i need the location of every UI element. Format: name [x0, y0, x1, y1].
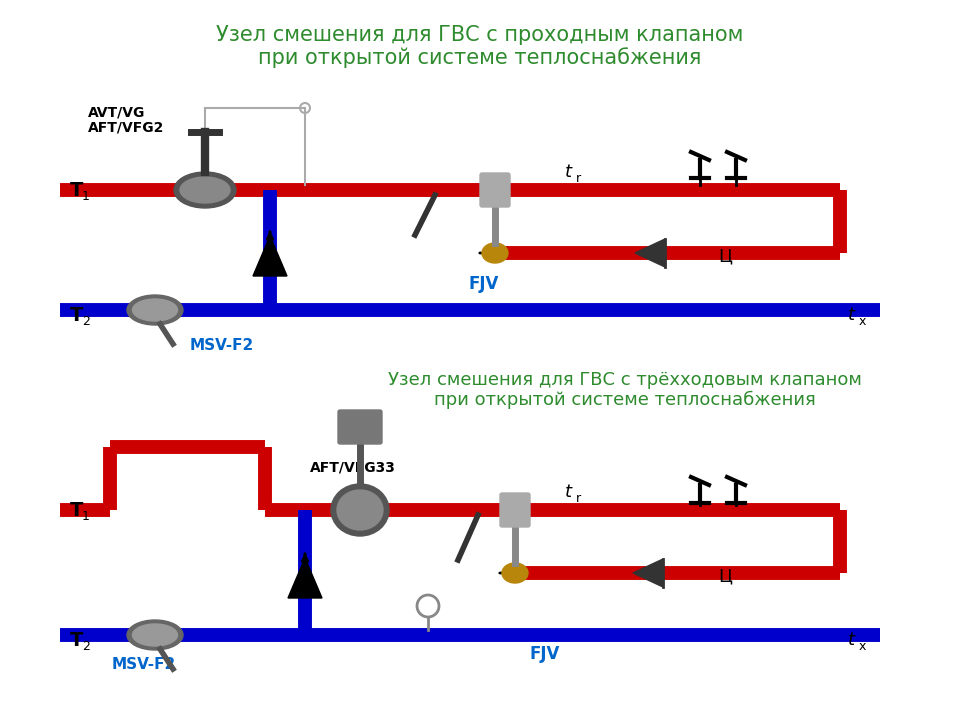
FancyBboxPatch shape — [500, 493, 530, 527]
Text: T: T — [70, 305, 84, 325]
Polygon shape — [288, 558, 322, 598]
Ellipse shape — [132, 299, 178, 321]
Ellipse shape — [502, 563, 528, 583]
Text: x: x — [859, 315, 866, 328]
Text: Узел смешения для ГВС с проходным клапаном: Узел смешения для ГВС с проходным клапан… — [216, 25, 744, 45]
FancyBboxPatch shape — [338, 410, 382, 444]
Text: Ц: Ц — [718, 567, 732, 585]
FancyBboxPatch shape — [480, 173, 510, 207]
Polygon shape — [253, 236, 287, 276]
Text: 1: 1 — [82, 189, 90, 202]
Text: Ц: Ц — [718, 247, 732, 265]
Text: FJV: FJV — [530, 645, 561, 663]
Text: 1: 1 — [82, 510, 90, 523]
Text: r: r — [576, 492, 581, 505]
Text: при открытой системе теплоснабжения: при открытой системе теплоснабжения — [434, 391, 816, 409]
Text: T: T — [70, 500, 84, 520]
Ellipse shape — [331, 484, 389, 536]
Ellipse shape — [132, 624, 178, 646]
Text: t: t — [565, 163, 572, 181]
Polygon shape — [635, 239, 665, 267]
Text: FJV: FJV — [468, 275, 498, 293]
Text: t: t — [848, 631, 855, 649]
Text: AVT/VG: AVT/VG — [88, 105, 145, 119]
Text: MSV-F2: MSV-F2 — [190, 338, 254, 353]
Polygon shape — [633, 559, 663, 587]
Text: r: r — [576, 171, 581, 184]
Text: x: x — [859, 639, 866, 652]
Text: Узел смешения для ГВС с трёхходовым клапаном: Узел смешения для ГВС с трёхходовым клап… — [388, 371, 862, 389]
Text: MSV-F2: MSV-F2 — [112, 657, 177, 672]
Ellipse shape — [482, 243, 508, 263]
Text: 2: 2 — [82, 315, 90, 328]
Text: t: t — [848, 306, 855, 324]
Ellipse shape — [174, 172, 236, 208]
Text: AFT/VFG2: AFT/VFG2 — [88, 120, 164, 134]
Text: AFT/VFG33: AFT/VFG33 — [310, 460, 396, 474]
Text: t: t — [565, 483, 572, 501]
Text: T: T — [70, 181, 84, 199]
Ellipse shape — [337, 490, 383, 530]
Text: при открытой системе теплоснабжения: при открытой системе теплоснабжения — [258, 48, 702, 68]
Ellipse shape — [127, 620, 183, 650]
Ellipse shape — [180, 177, 230, 203]
Text: 2: 2 — [82, 639, 90, 652]
Ellipse shape — [127, 295, 183, 325]
Text: T: T — [70, 631, 84, 649]
